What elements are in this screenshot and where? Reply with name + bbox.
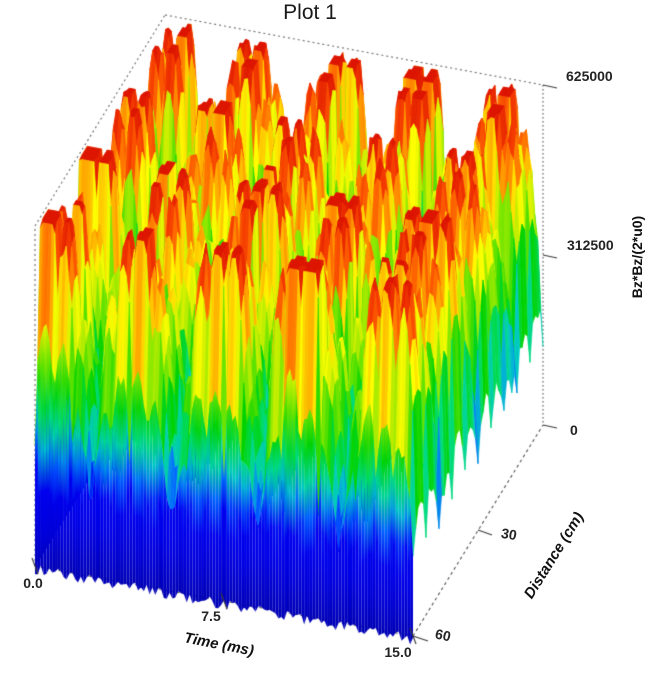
plot-title: Plot 1 — [283, 1, 337, 24]
z-tick-312500: 312500 — [567, 237, 614, 253]
time-tick-0: 0.0 — [23, 575, 43, 591]
time-tick-15: 15.0 — [384, 644, 412, 660]
z-tick-0: 0 — [570, 422, 578, 438]
z-axis-label: Bz*Bz/(2*u0) — [629, 215, 645, 299]
z-tick-625000: 625000 — [566, 68, 613, 84]
time-tick-7-5: 7.5 — [201, 608, 221, 624]
